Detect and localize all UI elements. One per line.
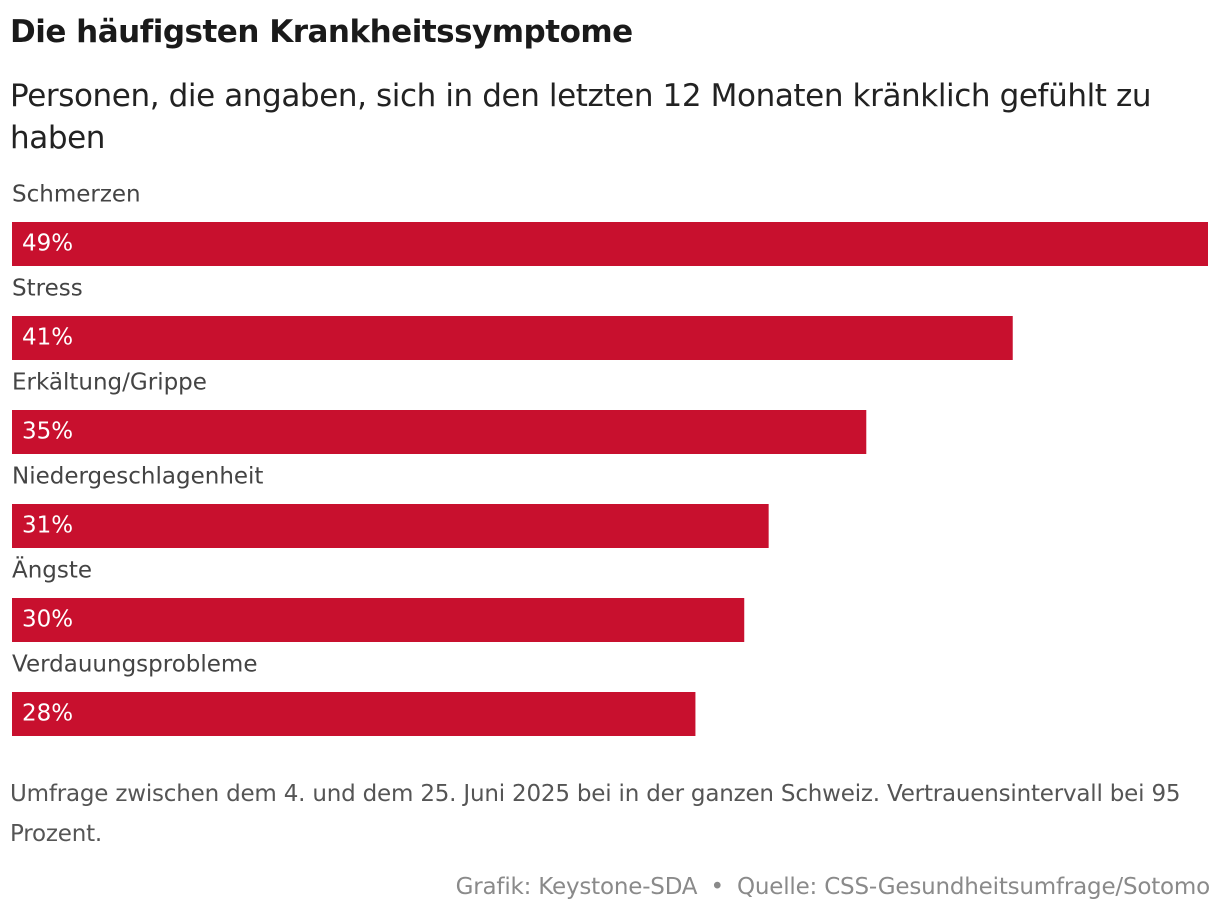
bar	[12, 598, 745, 642]
category-label: Verdauungsprobleme	[12, 652, 257, 678]
credit-line: Grafik: Keystone-SDA • Quelle: CSS-Gesun…	[455, 874, 1211, 900]
bar-value-label: 28%	[22, 701, 73, 727]
category-label: Schmerzen	[12, 182, 141, 208]
bar	[12, 410, 867, 454]
chart-subtitle: Personen, die angaben, sich in den letzt…	[10, 78, 1152, 156]
bar	[12, 692, 696, 736]
category-label: Stress	[12, 276, 83, 302]
chart-title: Die häufigsten Krankheitssymptome	[10, 14, 633, 50]
bar	[12, 316, 1013, 360]
credit-source: Quelle: CSS-Gesundheitsumfrage/Sotomo	[736, 874, 1210, 900]
bar	[12, 222, 1208, 266]
bar	[12, 504, 769, 548]
bar-value-label: 41%	[22, 325, 73, 351]
bar-chart: Schmerzen 49% Stress 41% Erkältung/Grippe 35%…	[12, 182, 1208, 736]
credit-separator: •	[710, 874, 724, 900]
bar-value-label: 30%	[22, 607, 73, 633]
bar-value-label: 35%	[22, 419, 73, 445]
credit-graphic: Grafik: Keystone-SDA	[455, 874, 698, 900]
bar-value-label: 31%	[22, 513, 73, 539]
category-label: Erkältung/Grippe	[12, 370, 207, 396]
bar-value-label: 49%	[22, 231, 73, 257]
survey-note: Umfrage zwischen dem 4. und dem 25. Juni…	[10, 781, 1181, 847]
category-label: Ängste	[12, 556, 92, 584]
category-label: Niedergeschlagenheit	[12, 464, 263, 490]
